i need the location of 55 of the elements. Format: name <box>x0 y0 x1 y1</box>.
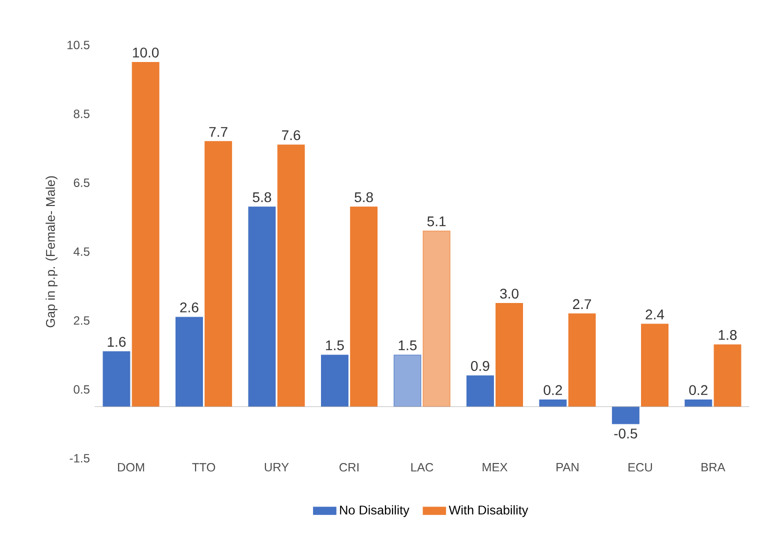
y-axis-title: Gap in p.p. (Female- Male) <box>46 176 58 328</box>
bar <box>539 399 567 407</box>
data-label: 2.4 <box>646 310 664 320</box>
x-tick-label: URY <box>264 463 289 472</box>
data-label: 3.0 <box>500 288 518 299</box>
bar <box>204 141 232 407</box>
y-tick-label: 8.5 <box>74 110 90 118</box>
data-label: 5.8 <box>252 192 272 202</box>
legend-label: With Disability <box>448 505 528 518</box>
x-tick-label: MEX <box>482 463 508 472</box>
data-label: 1.5 <box>326 340 344 350</box>
y-tick-label: 0.5 <box>74 385 90 394</box>
data-label: -0.5 <box>614 428 638 439</box>
x-tick-label: PAN <box>556 463 578 472</box>
bar <box>714 344 742 407</box>
bar <box>394 354 422 407</box>
x-tick-label: LAC <box>411 463 434 472</box>
data-label: 2.6 <box>180 302 198 312</box>
y-tick-label: -1.5 <box>70 454 90 463</box>
data-label: 5.8 <box>354 192 373 202</box>
bar <box>320 354 348 407</box>
data-label: 1.6 <box>108 336 126 347</box>
bar <box>422 230 450 407</box>
data-label: 7.6 <box>282 130 300 140</box>
y-tick-label: 4.5 <box>74 247 90 256</box>
bar <box>176 316 203 407</box>
x-tick-label: ECU <box>628 463 652 472</box>
data-label: 1.8 <box>718 330 737 340</box>
data-label: 0.2 <box>544 385 562 396</box>
bar <box>248 206 276 407</box>
data-label: 2.7 <box>573 299 592 309</box>
bar <box>350 206 378 407</box>
bar <box>684 399 712 407</box>
bar <box>568 313 596 407</box>
bar <box>496 303 524 407</box>
x-tick-label: TTO <box>192 463 216 472</box>
bar <box>277 144 305 407</box>
data-label: 0.9 <box>471 361 490 371</box>
x-tick-label: CRI <box>340 463 358 472</box>
y-tick-label: 2.5 <box>74 316 90 325</box>
bar <box>466 375 494 407</box>
x-tick-label: BRA <box>702 463 726 472</box>
legend-label: No Disability <box>340 505 410 518</box>
bar <box>641 324 668 407</box>
data-label: 1.5 <box>398 340 417 350</box>
data-label: 7.7 <box>209 127 228 137</box>
data-label: 5.1 <box>427 216 446 226</box>
y-tick-label: 10.5 <box>68 40 90 50</box>
data-label: 10.0 <box>133 48 159 58</box>
y-tick-label: 6.5 <box>74 178 90 188</box>
x-tick-label: DOM <box>118 463 144 472</box>
bar <box>132 62 160 407</box>
bar <box>102 351 130 407</box>
data-label: 0.2 <box>689 385 708 396</box>
bar <box>612 406 640 424</box>
